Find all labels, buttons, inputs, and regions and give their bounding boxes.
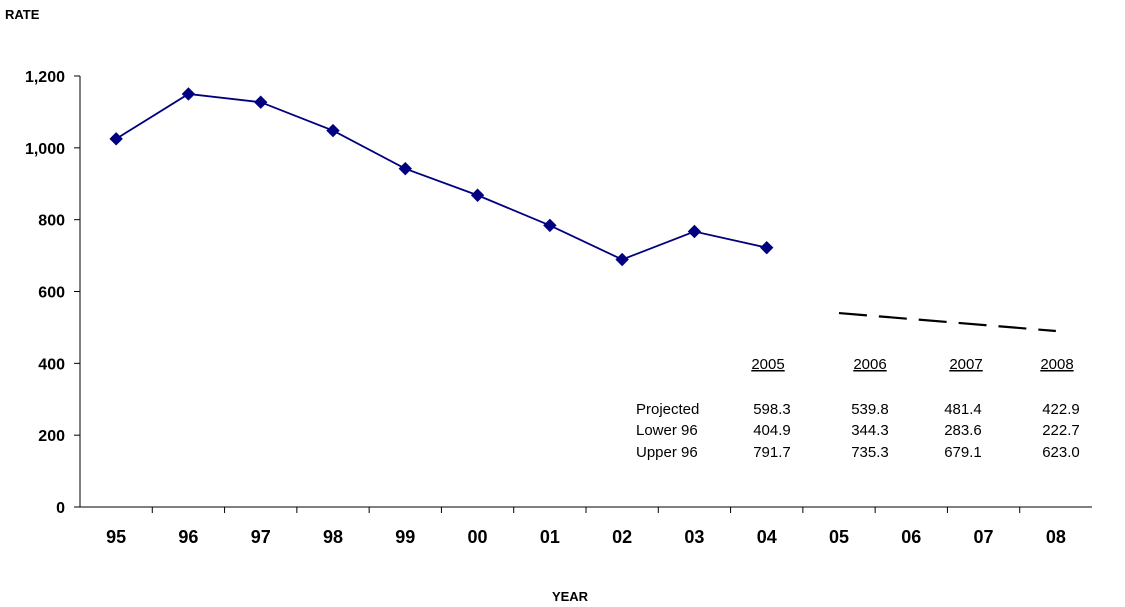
x-tick-label: 03 xyxy=(684,527,704,547)
data-point-marker xyxy=(687,224,702,239)
table-year-header: 2008 xyxy=(1040,356,1073,373)
projection-table: 2005 2006 2007 2008 Projected 598.3 539.… xyxy=(636,356,1080,461)
data-point-marker xyxy=(615,252,629,267)
x-tick-label: 98 xyxy=(323,527,343,547)
table-cell: 735.3 xyxy=(851,444,889,461)
table-row-projected: Projected 598.3 539.8 481.4 422.9 xyxy=(636,401,1080,418)
y-tick-label: 600 xyxy=(38,285,65,302)
table-cell: 598.3 xyxy=(753,401,791,418)
data-point-marker xyxy=(181,87,196,101)
table-row-label: Upper 96 xyxy=(636,444,698,461)
table-row-lower-96: Lower 96 404.9 344.3 283.6 222.7 xyxy=(636,422,1080,439)
y-tick-label: 200 xyxy=(38,428,65,445)
axes xyxy=(79,76,1092,508)
data-point-marker xyxy=(326,123,340,138)
y-tick-label: 1,200 xyxy=(25,69,65,86)
data-point-marker xyxy=(254,95,268,109)
x-tick-label: 05 xyxy=(829,527,849,547)
y-tick-label: 0 xyxy=(56,500,65,517)
y-tick-label: 1,000 xyxy=(25,141,65,158)
data-point-marker xyxy=(543,218,557,233)
y-tick-label: 400 xyxy=(38,356,65,373)
table-cell: 539.8 xyxy=(851,401,889,418)
x-tick-label: 04 xyxy=(757,527,777,547)
x-tick-label: 02 xyxy=(612,527,632,547)
x-ticks: 95 96 97 98 99 00 01 02 03 04 05 06 07 08 xyxy=(106,507,1066,547)
y-axis-title: RATE xyxy=(5,7,40,22)
table-year-header: 2007 xyxy=(949,356,982,373)
series-layer xyxy=(109,87,1056,333)
table-row-upper-96: Upper 96 791.7 735.3 679.1 623.0 xyxy=(636,444,1080,461)
x-tick-label: 97 xyxy=(251,527,271,547)
y-ticks: 0 200 400 600 800 1,000 1,200 xyxy=(25,69,80,517)
projected-rate-line xyxy=(838,311,1056,333)
data-point-marker xyxy=(109,132,123,146)
table-cell: 679.1 xyxy=(944,444,982,461)
table-cell: 422.9 xyxy=(1042,401,1080,418)
table-year-header: 2005 xyxy=(751,356,784,373)
x-tick-label: 96 xyxy=(178,527,198,547)
observed-rate-line xyxy=(115,93,767,261)
x-tick-label: 01 xyxy=(540,527,560,547)
table-cell: 791.7 xyxy=(753,444,791,461)
table-row-label: Projected xyxy=(636,401,699,418)
table-cell: 623.0 xyxy=(1042,444,1080,461)
table-year-header: 2006 xyxy=(853,356,886,373)
x-tick-label: 95 xyxy=(106,527,126,547)
x-tick-label: 07 xyxy=(974,527,994,547)
y-tick-label: 800 xyxy=(38,213,65,230)
data-point-marker xyxy=(398,161,412,176)
table-cell: 283.6 xyxy=(944,422,982,439)
x-tick-label: 99 xyxy=(395,527,415,547)
x-axis-title: YEAR xyxy=(552,589,589,604)
table-row-label: Lower 96 xyxy=(636,422,698,439)
x-tick-label: 08 xyxy=(1046,527,1066,547)
table-cell: 222.7 xyxy=(1042,422,1080,439)
table-cell: 481.4 xyxy=(944,401,982,418)
table-cell: 344.3 xyxy=(851,422,889,439)
table-cell: 404.9 xyxy=(753,422,791,439)
x-tick-label: 00 xyxy=(468,527,488,547)
data-point-marker xyxy=(760,240,774,255)
data-point-marker xyxy=(470,188,485,202)
table-year-headers: 2005 2006 2007 2008 xyxy=(751,356,1073,373)
x-tick-label: 06 xyxy=(901,527,921,547)
